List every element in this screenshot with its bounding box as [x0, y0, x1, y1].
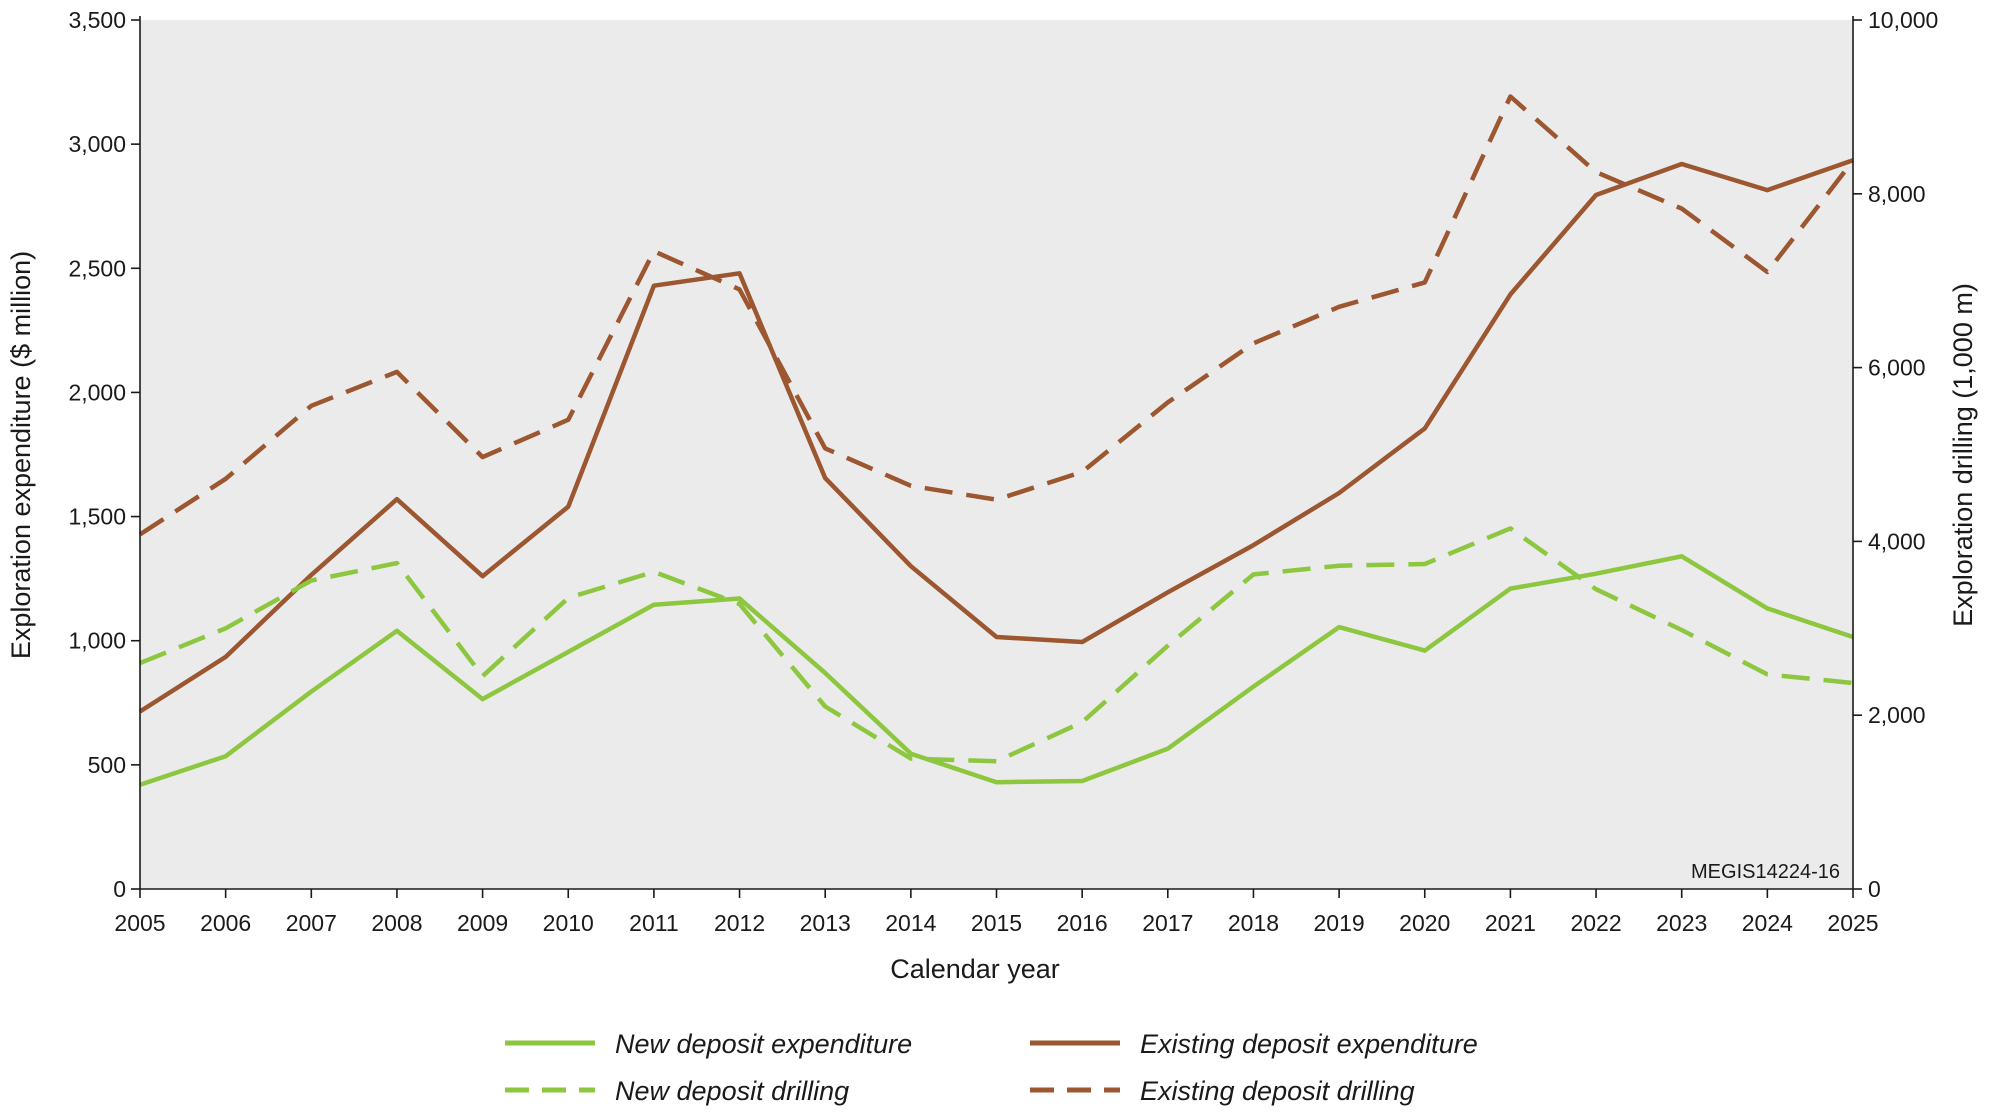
x-tick-label: 2007 [286, 910, 337, 936]
y-left-tick-label: 3,000 [68, 131, 126, 157]
x-tick-label: 2017 [1142, 910, 1193, 936]
x-tick-label: 2022 [1570, 910, 1621, 936]
x-tick-label: 2015 [971, 910, 1022, 936]
y-axis-left-title: Exploration expenditure ($ million) [6, 251, 36, 659]
x-tick-label: 2019 [1314, 910, 1365, 936]
y-left-tick-label: 3,500 [68, 7, 126, 33]
ticks-layer: 0 500 1,000 1,500 2,000 2,500 3,000 3,500 0 2,000… [68, 7, 1938, 936]
legend-label-existing-deposit-expenditure: Existing deposit expenditure [1140, 1029, 1478, 1059]
x-tick-label: 2021 [1485, 910, 1536, 936]
x-tick-label: 2018 [1228, 910, 1279, 936]
x-tick-label: 2013 [800, 910, 851, 936]
y-right-tick-label: 2,000 [1868, 702, 1926, 728]
x-tick-label: 2009 [457, 910, 508, 936]
x-tick-label: 2008 [371, 910, 422, 936]
x-tick-label: 2011 [629, 910, 678, 936]
x-tick-label: 2010 [543, 910, 594, 936]
x-tick-label: 2005 [114, 910, 165, 936]
y-left-tick-label: 0 [113, 876, 126, 902]
y-right-tick-label: 10,000 [1868, 7, 1938, 33]
x-tick-label: 2025 [1827, 910, 1878, 936]
x-tick-label: 2006 [200, 910, 251, 936]
legend-item-existing-deposit-drilling: Existing deposit drilling [1030, 1076, 1415, 1106]
legend-item-new-deposit-expenditure: New deposit expenditure [505, 1029, 912, 1059]
legend-label-new-deposit-drilling: New deposit drilling [615, 1076, 849, 1106]
x-tick-label: 2014 [885, 910, 936, 936]
y-right-tick-label: 6,000 [1868, 355, 1926, 381]
plot-area [140, 20, 1853, 889]
x-tick-label: 2023 [1656, 910, 1707, 936]
x-tick-label: 2016 [1057, 910, 1108, 936]
y-right-tick-label: 8,000 [1868, 181, 1926, 207]
legend-item-new-deposit-drilling: New deposit drilling [505, 1076, 849, 1106]
x-tick-label: 2020 [1399, 910, 1450, 936]
legend-label-new-deposit-expenditure: New deposit expenditure [615, 1029, 912, 1059]
x-axis-title: Calendar year [890, 954, 1060, 984]
x-tick-label: 2012 [714, 910, 765, 936]
y-axis-right-title: Exploration drilling (1,000 m) [1948, 283, 1978, 627]
series-line-existing-deposit-drilling [138, 94, 1855, 537]
legend: New deposit expenditure Existing deposit… [505, 1029, 1478, 1106]
x-tick-label: 2024 [1742, 910, 1793, 936]
legend-label-existing-deposit-drilling: Existing deposit drilling [1140, 1076, 1415, 1106]
series-line-existing-deposit-expenditure [138, 158, 1854, 714]
annotation-code: MEGIS14224-16 [1691, 861, 1840, 883]
series-line-new-deposit-drilling [139, 526, 1854, 764]
y-right-tick-label: 4,000 [1868, 528, 1926, 554]
series-layer [138, 94, 1855, 787]
series-line-new-deposit-expenditure [139, 554, 1854, 787]
y-left-tick-label: 2,500 [68, 255, 126, 281]
y-left-tick-label: 2,000 [68, 379, 126, 405]
y-right-tick-label: 0 [1868, 876, 1881, 902]
y-left-tick-label: 500 [88, 752, 126, 778]
y-left-tick-label: 1,500 [68, 504, 126, 530]
legend-item-existing-deposit-expenditure: Existing deposit expenditure [1030, 1029, 1478, 1059]
y-left-tick-label: 1,000 [68, 628, 126, 654]
